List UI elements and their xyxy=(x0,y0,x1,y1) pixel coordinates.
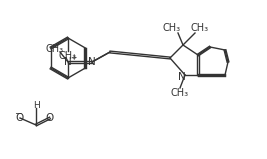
Text: N: N xyxy=(88,57,96,67)
Text: N: N xyxy=(178,72,186,82)
Text: CH₃: CH₃ xyxy=(163,23,181,33)
Text: −: − xyxy=(14,108,22,118)
Text: CH₃: CH₃ xyxy=(46,44,64,54)
Text: N: N xyxy=(64,57,72,67)
Text: O: O xyxy=(46,113,54,123)
Text: CH₃: CH₃ xyxy=(171,88,189,98)
Text: CH₃: CH₃ xyxy=(191,23,209,33)
Text: H: H xyxy=(33,100,39,110)
Text: O: O xyxy=(16,113,24,123)
Text: +: + xyxy=(70,52,76,62)
Text: CH₃: CH₃ xyxy=(59,51,77,61)
